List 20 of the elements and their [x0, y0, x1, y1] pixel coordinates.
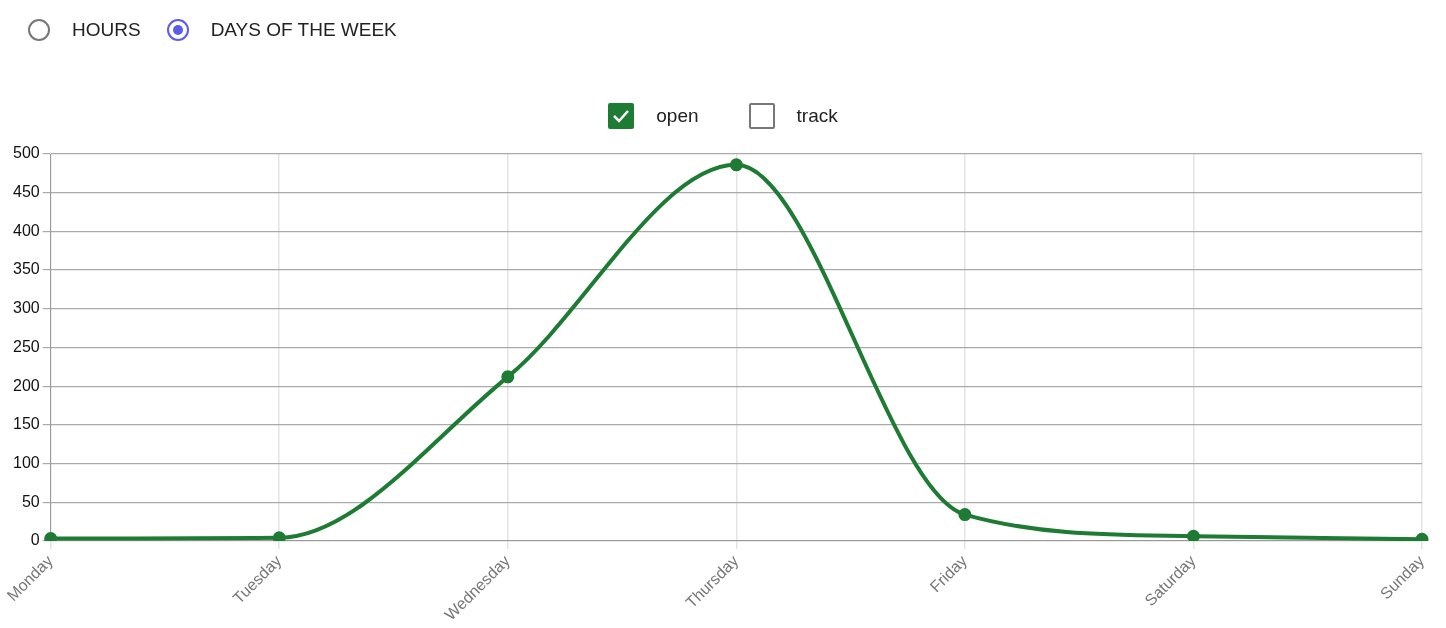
y-tick-label: 0 [30, 531, 40, 549]
point [958, 508, 972, 522]
point [501, 370, 515, 384]
legend-label: track [796, 105, 838, 127]
y-tick-label: 500 [12, 144, 40, 162]
y-tick-label: 100 [12, 453, 40, 471]
y-tick-label: 250 [12, 337, 40, 355]
point [729, 158, 743, 172]
legend-label: open [656, 105, 699, 127]
y-tick-label: 400 [12, 221, 40, 239]
text: HOURS [72, 19, 141, 41]
y-tick-label: 200 [12, 376, 40, 394]
y-tick-label: 450 [12, 183, 40, 201]
y-tick-label: 150 [12, 415, 40, 433]
y-tick-label: 50 [21, 492, 40, 510]
point [272, 531, 286, 541]
y-tick-label: 350 [12, 260, 40, 278]
point [1186, 529, 1200, 541]
text: DAYS OF THE WEEK [210, 19, 397, 41]
y-tick-label: 300 [12, 299, 40, 317]
